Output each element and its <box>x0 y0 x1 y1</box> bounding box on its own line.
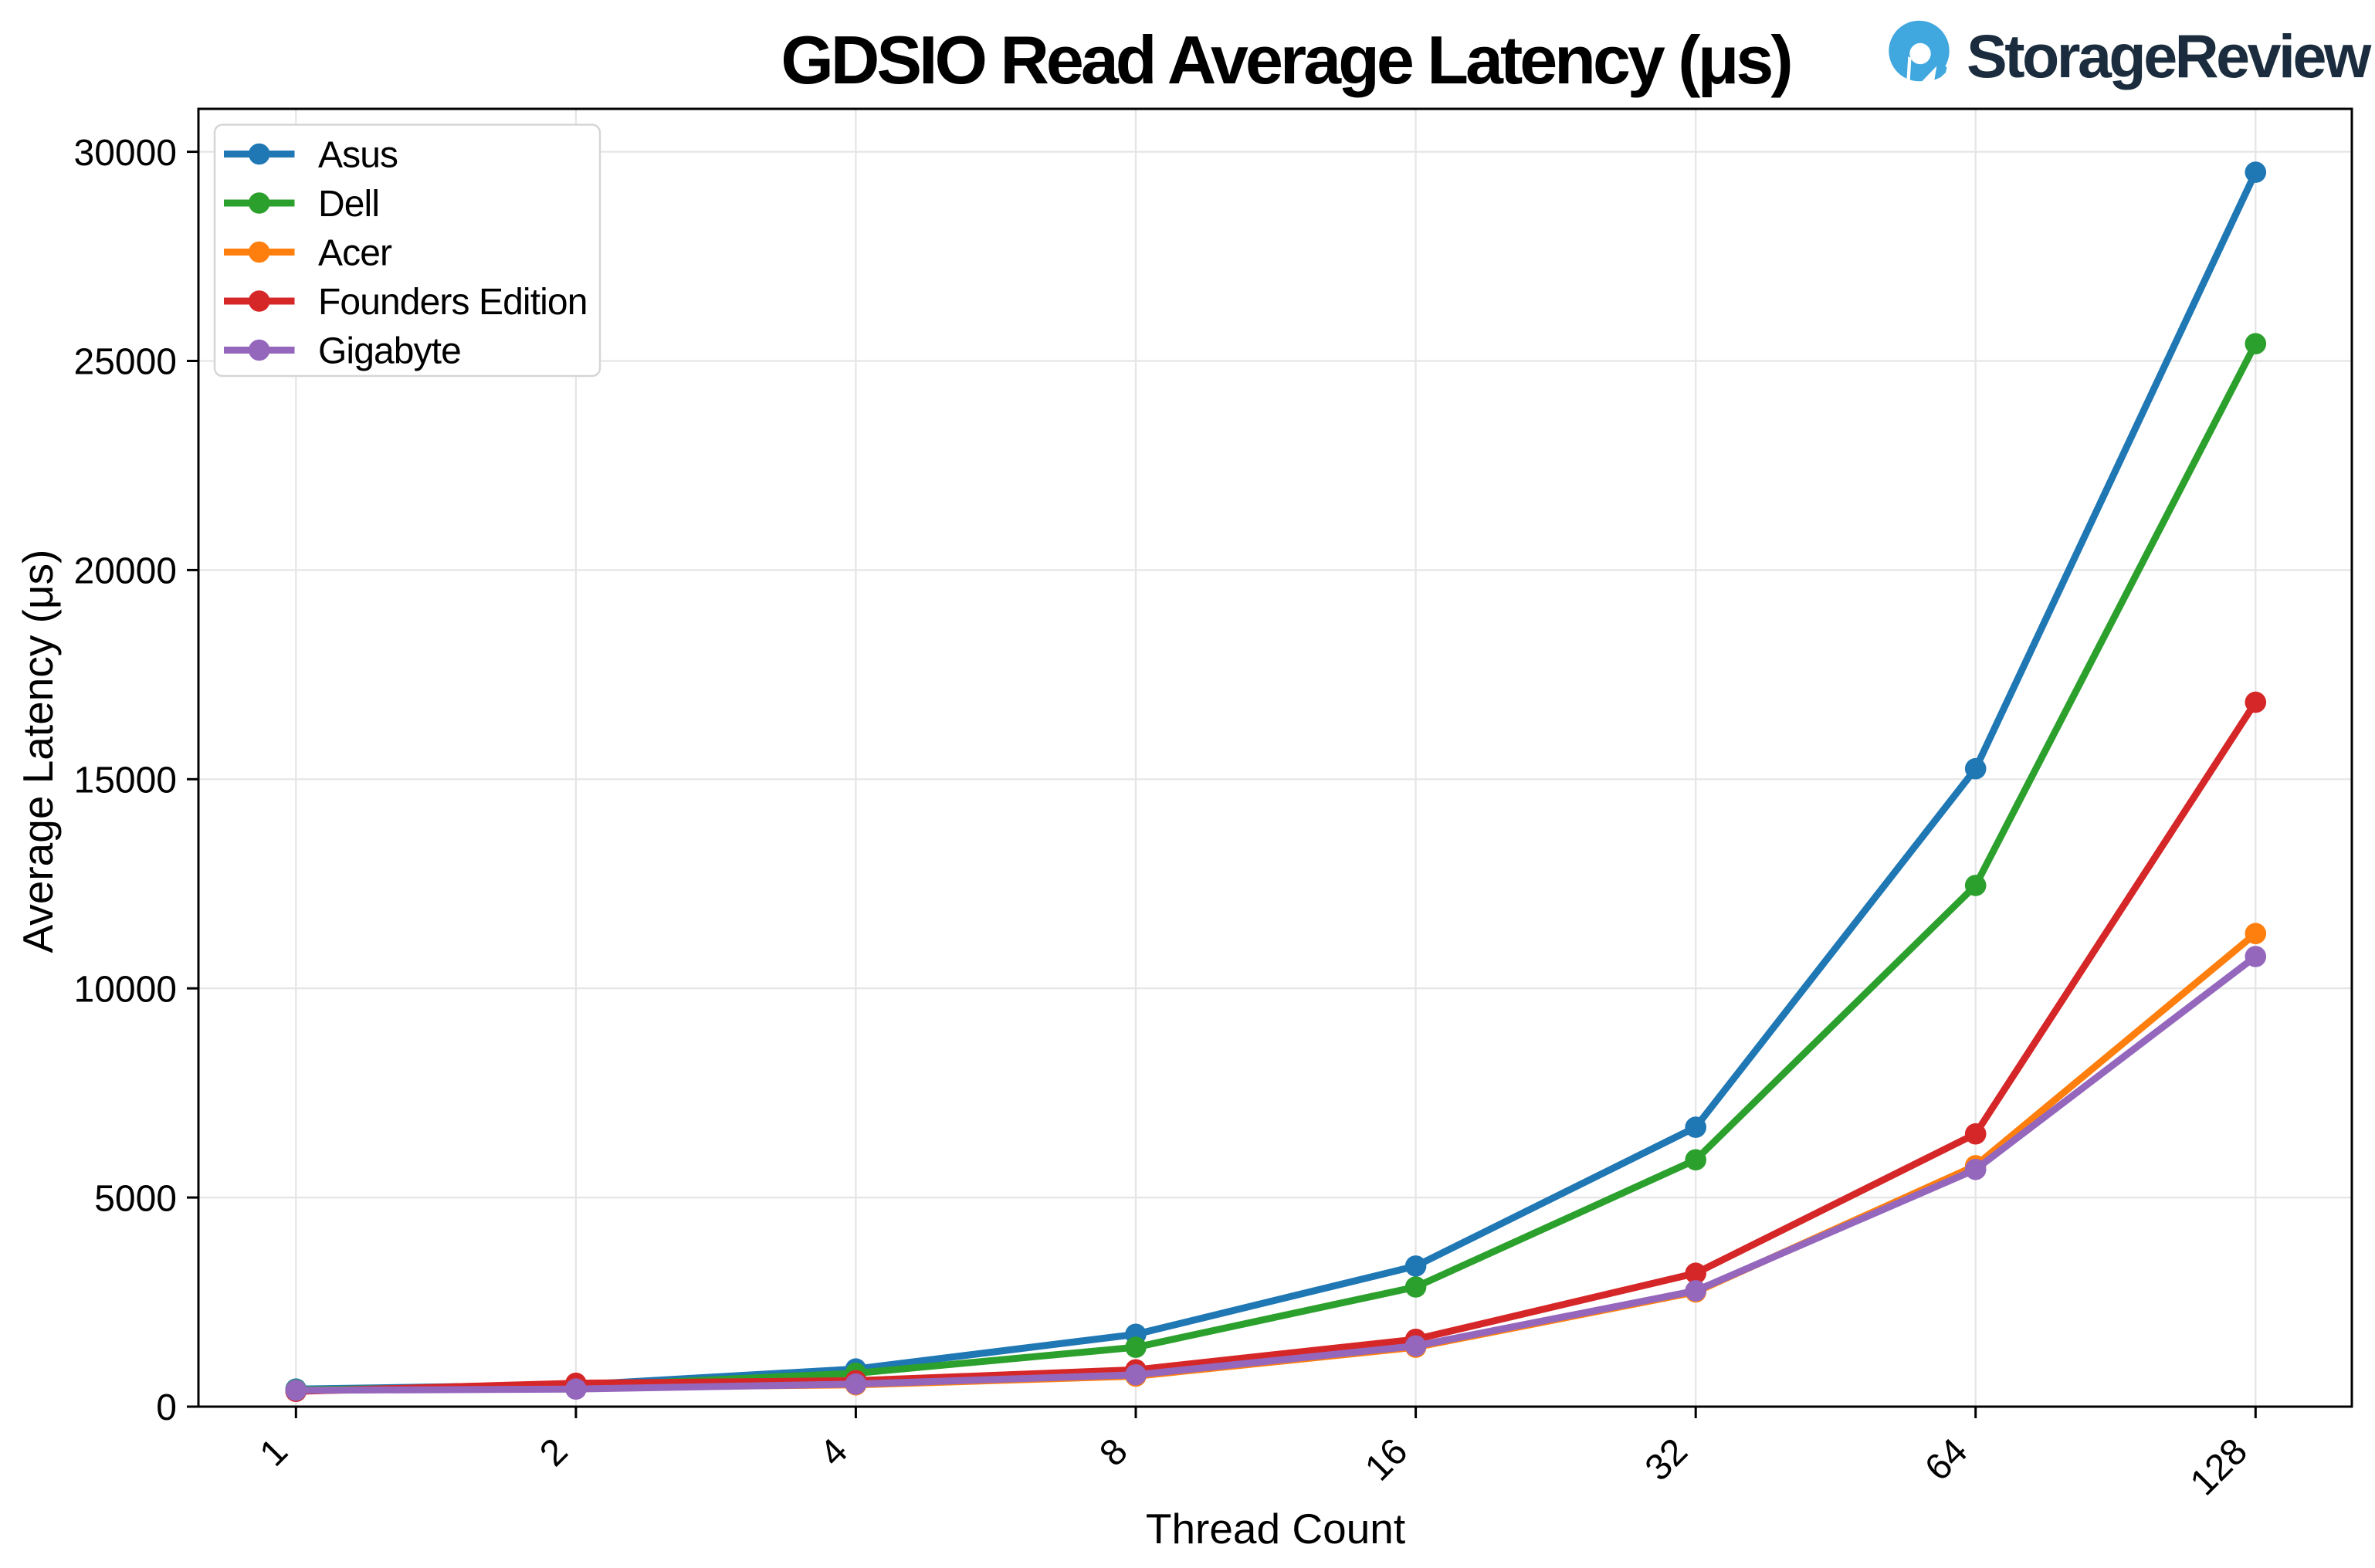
svg-text:Thread Count: Thread Count <box>1146 1505 1405 1553</box>
svg-text:Dell: Dell <box>318 184 379 225</box>
svg-text:Average Latency (μs): Average Latency (μs) <box>14 550 62 953</box>
svg-text:15000: 15000 <box>74 760 177 801</box>
svg-text:Gigabyte: Gigabyte <box>318 331 461 372</box>
svg-text:10000: 10000 <box>74 969 177 1010</box>
svg-text:30000: 30000 <box>74 133 177 174</box>
svg-text:Acer: Acer <box>318 233 392 274</box>
svg-text:Asus: Asus <box>318 135 398 176</box>
svg-text:StorageReview: StorageReview <box>1967 22 2372 90</box>
svg-text:GDSIO Read Average Latency (μs: GDSIO Read Average Latency (μs) <box>781 22 1790 98</box>
svg-text:20000: 20000 <box>74 551 177 592</box>
svg-text:Founders Edition: Founders Edition <box>318 282 587 323</box>
svg-text:0: 0 <box>156 1387 177 1428</box>
svg-text:5000: 5000 <box>94 1178 177 1219</box>
svg-text:25000: 25000 <box>74 342 177 383</box>
